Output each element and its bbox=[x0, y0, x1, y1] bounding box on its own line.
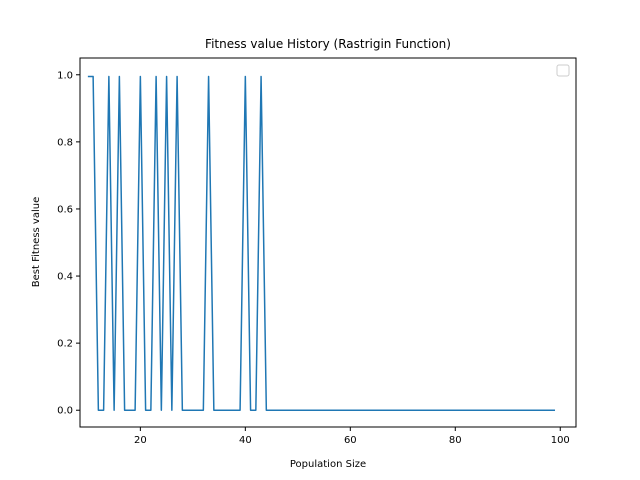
y-tick-label: 1.0 bbox=[57, 70, 73, 81]
y-tick-label: 0.2 bbox=[57, 339, 73, 350]
plot-area-frame bbox=[79, 57, 577, 428]
chart-title: Fitness value History (Rastrigin Functio… bbox=[205, 37, 451, 51]
x-axis-label: Population Size bbox=[290, 459, 366, 470]
y-tick-label: 0.4 bbox=[57, 272, 73, 283]
x-tick-label: 80 bbox=[449, 435, 462, 446]
y-axis-label: Best Fitness value bbox=[31, 197, 42, 287]
y-tick-label: 0.6 bbox=[57, 204, 73, 215]
x-tick-label: 40 bbox=[239, 435, 252, 446]
x-tick-label: 100 bbox=[551, 435, 570, 446]
y-tick-label: 0.0 bbox=[57, 406, 73, 417]
x-tick-label: 60 bbox=[344, 435, 357, 446]
legend-box bbox=[556, 64, 570, 77]
x-tick-label: 20 bbox=[134, 435, 147, 446]
y-tick-label: 0.8 bbox=[57, 137, 73, 148]
series-line-0 bbox=[87, 75, 556, 411]
